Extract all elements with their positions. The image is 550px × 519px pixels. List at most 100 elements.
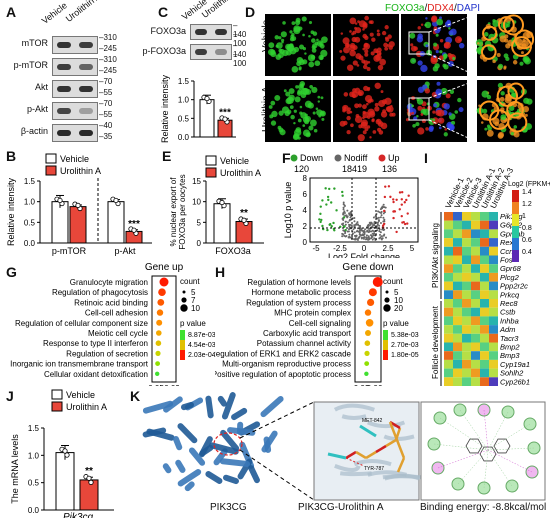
zoom-line	[428, 79, 478, 99]
cell-blob	[377, 121, 384, 127]
cell-blob	[486, 124, 491, 128]
cell-blob	[370, 51, 375, 56]
x-tick-label: 5	[410, 244, 415, 253]
cell-blob	[302, 129, 311, 137]
legend-dot	[290, 154, 298, 162]
legend-label: 5	[394, 288, 399, 297]
cell-blob	[448, 60, 454, 67]
cell-blob	[276, 42, 283, 49]
cell-blob	[362, 64, 368, 70]
heatmap-cell	[489, 264, 498, 273]
mw-marker: –55	[99, 110, 113, 119]
cell-blob	[376, 32, 381, 37]
volcano-point	[366, 229, 369, 232]
volcano-point	[348, 228, 351, 231]
cell-blob	[435, 33, 439, 37]
cell-blob	[270, 51, 277, 58]
data-point	[88, 479, 94, 485]
cell-blob	[433, 42, 438, 47]
cell-blob	[424, 23, 427, 27]
cell-blob	[448, 112, 452, 116]
volcano-point	[367, 238, 370, 241]
volcano-point	[339, 225, 342, 228]
volcano-point	[407, 194, 410, 197]
chart-b: 0.0 0.5 1.0 1.5 Relative intensity p-mTOR *** p…	[6, 153, 152, 256]
legend-swatch	[45, 165, 57, 176]
cell-blob	[288, 88, 295, 94]
protein-helix	[142, 400, 174, 414]
term-label: Meiotic cell cycle	[88, 329, 149, 338]
term-label: Regulation of ERK1 and ERK2 cascade	[215, 349, 352, 358]
heatmap-gene-label: Tacr3	[500, 334, 519, 343]
ligand-bond	[375, 444, 387, 454]
term-label: Carboxylic acid transport	[263, 329, 352, 338]
cell-blob	[294, 96, 301, 103]
heatmap-cell	[444, 290, 453, 299]
heatmap-cell	[471, 351, 480, 360]
cell-blob	[296, 56, 304, 64]
interaction-line	[487, 449, 513, 487]
panel-g: G Gene up Granulocyte migration Regulation…	[0, 258, 215, 386]
protein-helix	[142, 427, 167, 438]
volcano-point	[354, 238, 357, 241]
heatmap-cell	[480, 229, 489, 239]
volcano-point	[343, 234, 346, 237]
cell-blob	[443, 103, 450, 110]
heatmap-cell	[462, 307, 471, 317]
cell-blob	[390, 104, 393, 108]
volcano-point	[353, 217, 356, 220]
cell-blob	[343, 106, 347, 110]
heatmap-gene-label: Bmp3	[500, 351, 520, 360]
bar	[79, 479, 99, 511]
cell-blob	[384, 25, 389, 30]
cell-blob	[510, 131, 515, 136]
cell-blob	[281, 41, 284, 44]
heatmap-cell	[489, 342, 498, 352]
heatmap-cell	[489, 368, 498, 378]
volcano-point	[344, 220, 347, 223]
legend-label: 20	[394, 304, 403, 313]
legend-color-bar	[180, 330, 185, 340]
protein-helix	[205, 471, 223, 484]
mw-marker: –310	[99, 55, 117, 64]
heatmap-cell	[489, 281, 498, 291]
cell-blob	[364, 52, 369, 57]
bar	[69, 206, 87, 244]
volcano-point	[406, 222, 409, 225]
heatmap-cell	[462, 333, 471, 343]
x-tick-label: 0	[362, 244, 367, 253]
cell-blob	[481, 90, 489, 98]
data-point	[86, 475, 92, 481]
volcano-point	[320, 218, 323, 222]
heatmap-cell	[480, 333, 489, 343]
heatmap-cell	[444, 325, 453, 334]
heatmap-cell	[462, 238, 471, 247]
cell-blob	[520, 51, 524, 55]
enrichment-dot	[157, 299, 165, 306]
cell-blob	[302, 33, 305, 37]
panel-j: J 0.0 0.5 1.0 1.5 The mRNA levels ** Vehicle Ur…	[0, 388, 128, 518]
x-tick-label: 2.5	[382, 244, 394, 253]
cell-blob	[299, 105, 303, 109]
blot-band	[195, 29, 207, 35]
volcano-point	[402, 221, 405, 224]
volcano-point	[332, 221, 335, 225]
cell-blob	[309, 84, 313, 89]
oocyte-ring	[502, 14, 525, 36]
volcano-point	[395, 230, 398, 234]
y-tick-label: 0.5	[178, 114, 190, 123]
residue-label: TYR-787	[364, 466, 384, 472]
cell-blob	[497, 82, 504, 89]
heatmap-cell	[453, 290, 462, 299]
interaction-line	[439, 417, 489, 451]
volcano-point	[367, 231, 370, 234]
heatmap-cell	[462, 281, 471, 291]
x-tick-label: 0.06	[367, 384, 383, 386]
volcano-point	[403, 222, 407, 226]
cell-blob	[340, 55, 346, 61]
cell-blob	[293, 46, 300, 53]
volcano-point	[335, 209, 338, 212]
blot-band	[215, 29, 227, 35]
legend-label: 5.38e-03	[391, 332, 419, 339]
